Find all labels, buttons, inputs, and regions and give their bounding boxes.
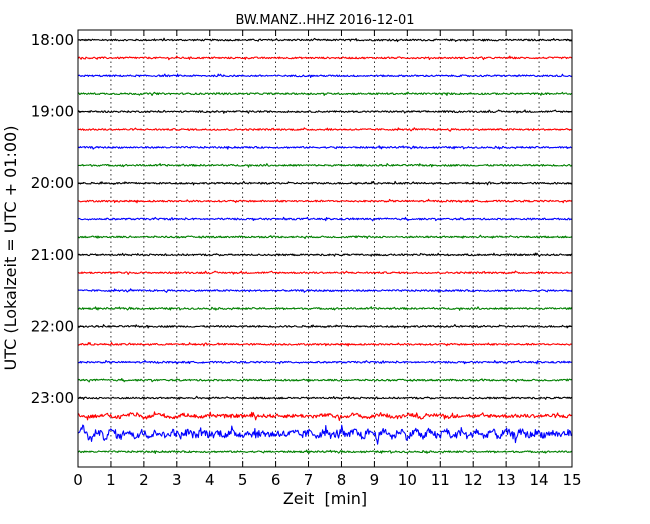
x-tick-label: 14 [530, 471, 549, 489]
x-tick-label: 10 [398, 471, 417, 489]
trace-line [77, 73, 573, 78]
x-tick-label: 3 [172, 471, 182, 489]
trace-line [77, 234, 573, 240]
x-tick-label: 11 [431, 471, 450, 489]
y-tick-label: 19:00 [31, 103, 74, 121]
trace-line [77, 411, 573, 422]
plot-frame [77, 29, 573, 468]
y-tick-label: 20:00 [31, 174, 74, 192]
trace-line [77, 55, 573, 61]
trace-line [77, 127, 573, 132]
trace-line [77, 180, 573, 186]
x-tick-label: 5 [238, 471, 248, 489]
trace-line [77, 377, 573, 383]
x-tick-label: 7 [304, 471, 314, 489]
x-tick-label: 9 [370, 471, 380, 489]
trace-line [77, 145, 573, 150]
x-tick-label: 13 [497, 471, 516, 489]
traces-layer [77, 37, 573, 454]
trace-line [77, 288, 573, 293]
x-tick-label: 12 [464, 471, 483, 489]
trace-line [77, 306, 573, 311]
x-tick-label: 0 [73, 471, 83, 489]
x-tick-label: 8 [337, 471, 347, 489]
trace-line [77, 270, 573, 275]
trace-line [77, 91, 573, 97]
trace-line [77, 198, 573, 204]
trace-line [77, 424, 573, 445]
y-axis-label: UTC (Lokalzeit = UTC + 01:00) [1, 126, 20, 371]
chart-title: BW.MANZ..HHZ 2016-12-01 [235, 13, 414, 28]
trace-line [77, 395, 573, 400]
trace-line [77, 449, 573, 454]
trace-line [77, 109, 573, 114]
trace-line [77, 252, 573, 258]
grid-layer [110, 30, 540, 467]
x-tick-label: 15 [562, 471, 581, 489]
y-tick-label: 22:00 [31, 317, 74, 335]
trace-line [77, 216, 573, 222]
trace-line [77, 341, 573, 347]
y-tick-label: 23:00 [31, 389, 74, 407]
x-tick-label: 4 [205, 471, 215, 489]
x-tick-label: 6 [271, 471, 281, 489]
y-tick-label: 21:00 [31, 246, 74, 264]
x-axis-label: Zeit [min] [283, 489, 367, 508]
ticks-layer: 0 1 2 3 4 5 6 7 8 9 10 11 12 13 14 1518:0019:0020:0021:… [31, 30, 582, 489]
trace-line [77, 324, 573, 329]
trace-line [77, 359, 573, 365]
trace-line [77, 37, 573, 43]
x-tick-label: 2 [139, 471, 149, 489]
x-tick-label: 1 [106, 471, 116, 489]
y-tick-label: 18:00 [31, 31, 74, 49]
trace-line [77, 163, 573, 168]
